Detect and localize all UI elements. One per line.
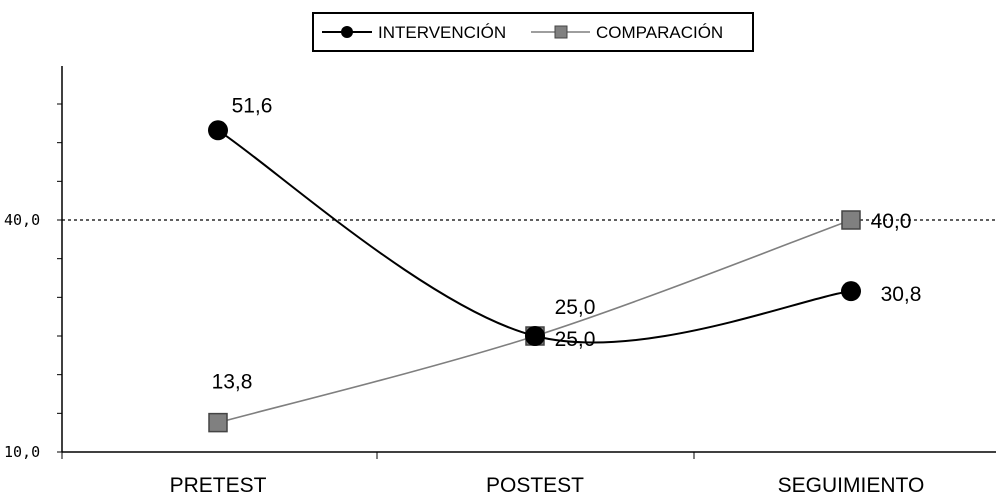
x-tick-label: POSTEST bbox=[486, 474, 584, 495]
legend-label-intervencion: INTERVENCIÓN bbox=[378, 23, 506, 42]
data-label: 13,8 bbox=[212, 371, 253, 394]
data-label: 51,6 bbox=[232, 94, 273, 117]
data-point-intervencion bbox=[208, 120, 228, 141]
legend-label-comparacion: COMPARACIÓN bbox=[596, 23, 723, 42]
series-line-comparacion bbox=[217, 219, 852, 424]
y-tick-label: 10,0 bbox=[4, 443, 40, 461]
data-label: 40,0 bbox=[871, 210, 912, 233]
y-tick-label: 40,0 bbox=[4, 211, 40, 229]
data-point-intervencion bbox=[841, 281, 861, 302]
x-tick-label: PRETEST bbox=[170, 474, 267, 495]
x-tick-label: SEGUIMIENTO bbox=[778, 474, 925, 495]
data-point-intervencion bbox=[525, 326, 545, 346]
data-label: 30,8 bbox=[881, 283, 922, 306]
data-point-comparacion bbox=[841, 210, 861, 230]
legend-marker-intervencion bbox=[341, 26, 353, 38]
data-label: 25,0 bbox=[555, 328, 596, 351]
legend-marker-comparacion bbox=[554, 25, 568, 39]
legend bbox=[312, 12, 754, 52]
data-point-comparacion bbox=[208, 412, 228, 433]
series-line-intervencion bbox=[217, 129, 852, 344]
data-label: 25,0 bbox=[555, 296, 596, 319]
